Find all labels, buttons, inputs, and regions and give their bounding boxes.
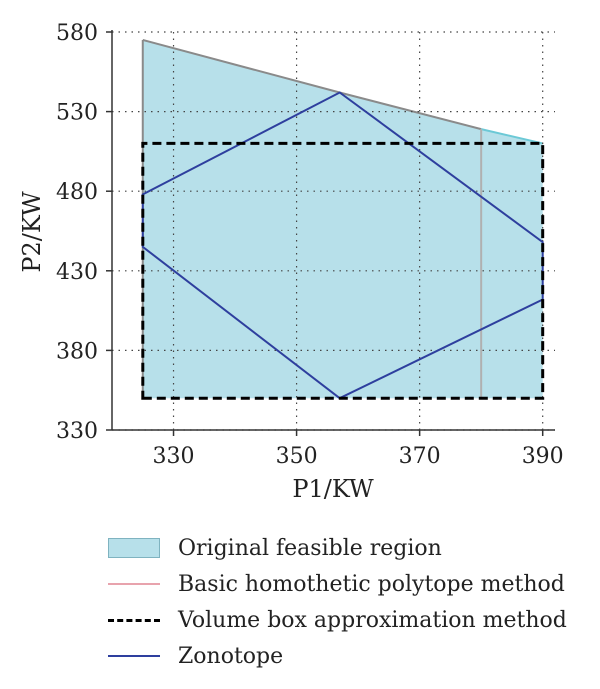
volume-box-rectangle	[141, 141, 545, 400]
legend-item-feasible: Original feasible region	[108, 530, 567, 566]
feasible-region-corner-edge	[480, 128, 543, 145]
legend-label-feasible: Original feasible region	[178, 535, 442, 561]
x-tick-label: 350	[276, 444, 318, 469]
y-tick-label: 380	[56, 339, 98, 364]
y-axis-title: P2/KW	[18, 191, 46, 273]
volume-box-line-swatch	[108, 618, 160, 622]
legend-label-zonotope: Zonotope	[178, 643, 284, 669]
axes	[106, 30, 555, 436]
feasible-region-area	[142, 40, 543, 399]
legend-item-volume-box: Volume box approximation method	[108, 602, 567, 638]
legend-label-homothetic: Basic homothetic polytope method	[178, 571, 565, 597]
legend-item-homothetic: Basic homothetic polytope method	[108, 566, 567, 602]
x-axis-title: P1/KW	[292, 475, 374, 503]
feasible-region-top-edge	[142, 38, 340, 94]
homothetic-line-swatch	[108, 583, 160, 585]
zonotope-line-swatch	[108, 655, 160, 657]
tick-labels: 330 350 370 390 330 380 430 480 530 580	[56, 21, 564, 469]
y-tick-label: 580	[56, 21, 98, 46]
y-tick-label: 530	[56, 101, 98, 126]
legend: Original feasible region Basic homotheti…	[108, 530, 567, 674]
x-tick-label: 390	[522, 444, 564, 469]
feasible-region-top-edge-right	[339, 91, 482, 131]
chart-plot: P1/KW P2/KW 330 350 370 390 330 380 430 480 530 5…	[18, 21, 564, 503]
legend-label-volume-box: Volume box approximation method	[178, 607, 567, 633]
y-tick-label: 430	[56, 260, 98, 285]
series-lines	[141, 91, 545, 400]
y-tick-label: 480	[56, 180, 98, 205]
x-tick-label: 330	[153, 444, 195, 469]
y-tick-label: 330	[56, 419, 98, 444]
x-tick-label: 370	[399, 444, 441, 469]
legend-item-zonotope: Zonotope	[108, 638, 567, 674]
feasible-region-swatch	[108, 538, 160, 558]
